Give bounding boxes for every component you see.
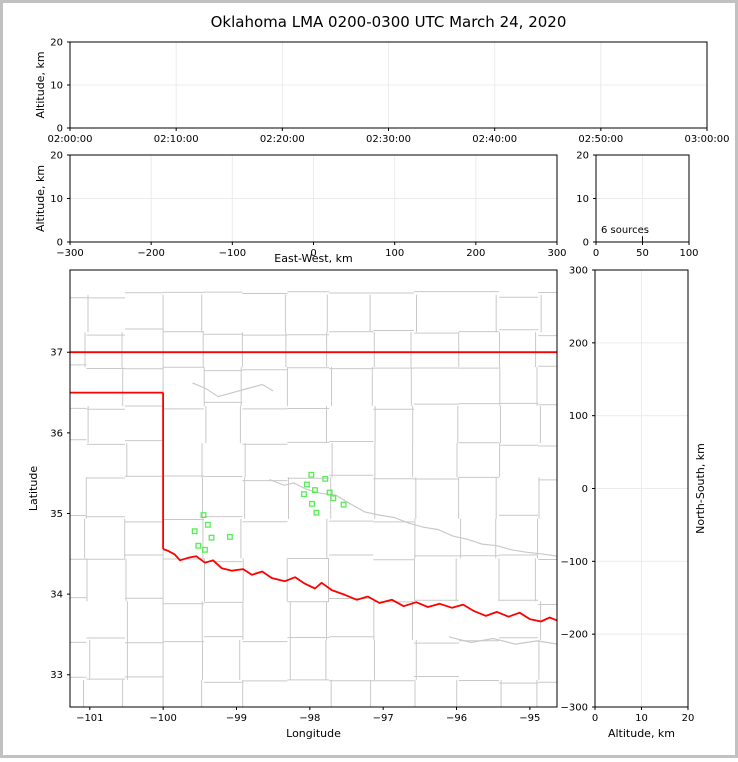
x-tick-label: −96 bbox=[446, 713, 467, 724]
station-marker bbox=[340, 501, 347, 508]
x-tick-label: 100 bbox=[385, 248, 404, 259]
x-tick-label: −99 bbox=[226, 713, 247, 724]
x-tick-label: 02:10:00 bbox=[154, 134, 199, 145]
x-tick-label: 20 bbox=[682, 713, 695, 724]
x-tick-label: 02:40:00 bbox=[472, 134, 517, 145]
station-marker bbox=[208, 534, 215, 541]
station-marker bbox=[330, 495, 337, 502]
y-axis-label: Latitude bbox=[27, 466, 40, 512]
y-axis-label: Altitude, km bbox=[34, 165, 47, 232]
panel-plan_view_map: −101 −100 −99 −98 −97 −96 −95 33 34 35 36 37 Latitud… bbox=[27, 269, 558, 740]
station-marker bbox=[312, 487, 318, 494]
x-tick-label: 0 bbox=[593, 248, 599, 259]
y-tick-label: 10 bbox=[50, 194, 63, 205]
y-tick-label: 20 bbox=[50, 151, 63, 162]
x-tick-label: 03:00:00 bbox=[685, 134, 730, 145]
x-tick-label: 02:00:00 bbox=[48, 134, 93, 145]
x-tick-label: 300 bbox=[547, 248, 566, 259]
x-tick-label: −100 bbox=[149, 713, 176, 724]
river-line bbox=[269, 479, 557, 557]
y-tick-label: 10 bbox=[50, 81, 63, 92]
station-marker bbox=[303, 481, 310, 488]
y-tick-label: 34 bbox=[50, 590, 63, 601]
county-boundaries bbox=[70, 291, 557, 707]
panel-altitude_histogram: 6 sources 0 50 100 0 10 20 bbox=[576, 151, 698, 260]
y-tick-label: 200 bbox=[569, 338, 588, 349]
station-marker bbox=[226, 533, 233, 540]
x-tick-label: −101 bbox=[76, 713, 103, 724]
station-marker bbox=[309, 500, 315, 507]
x-tick-label: −200 bbox=[137, 248, 164, 259]
x-tick-label: −97 bbox=[373, 713, 394, 724]
y-tick-label: 0 bbox=[57, 124, 63, 135]
y-tick-label: 35 bbox=[50, 509, 63, 520]
x-tick-label: 0 bbox=[310, 248, 316, 259]
station-marker bbox=[313, 509, 320, 516]
station-marker bbox=[195, 542, 202, 549]
x-tick-label: 100 bbox=[679, 248, 698, 259]
x-tick-label: 0 bbox=[592, 713, 598, 724]
station-marker bbox=[204, 521, 211, 528]
station-marker bbox=[308, 471, 315, 478]
x-tick-label: 200 bbox=[466, 248, 485, 259]
river-line bbox=[192, 382, 274, 398]
y-axis-label: North-South, km bbox=[694, 443, 707, 534]
station-marker bbox=[301, 491, 307, 498]
map-content bbox=[70, 291, 557, 707]
y-tick-label: 0 bbox=[57, 238, 63, 249]
y-tick-label: 37 bbox=[50, 348, 63, 359]
y-tick-label: 20 bbox=[576, 151, 589, 162]
y-tick-label: 20 bbox=[50, 38, 63, 49]
station-marker bbox=[191, 528, 198, 535]
x-axis-label: East-West, km bbox=[274, 252, 352, 265]
river-line bbox=[449, 636, 557, 645]
x-tick-label: −100 bbox=[219, 248, 246, 259]
x-tick-label: −300 bbox=[56, 248, 83, 259]
station-marker bbox=[202, 546, 208, 553]
y-tick-label: 10 bbox=[576, 194, 589, 205]
y-tick-label: −200 bbox=[561, 630, 588, 641]
x-axis-label: Longitude bbox=[286, 727, 341, 740]
x-tick-label: −98 bbox=[299, 713, 320, 724]
x-tick-label: −95 bbox=[519, 713, 540, 724]
y-tick-label: 36 bbox=[50, 428, 63, 439]
y-tick-label: 100 bbox=[569, 411, 588, 422]
y-axis-label: Altitude, km bbox=[34, 51, 47, 118]
panel-time_altitude: 02:00:00 02:10:00 02:20:00 02:30:00 02:40:00… bbox=[34, 38, 729, 146]
station-marker bbox=[200, 512, 207, 519]
y-tick-label: −300 bbox=[561, 703, 588, 714]
sources-annotation: 6 sources bbox=[601, 225, 649, 236]
panel-northsouth_altitude: 0 10 20 −300 −200 −100 0 100 200 300 North-South, … bbox=[561, 266, 707, 741]
x-tick-label: 02:20:00 bbox=[260, 134, 305, 145]
y-tick-label: 0 bbox=[583, 238, 589, 249]
figure-title: Oklahoma LMA 0200-0300 UTC March 24, 202… bbox=[211, 13, 567, 31]
y-tick-label: 300 bbox=[569, 266, 588, 277]
x-axis-label: Altitude, km bbox=[608, 727, 675, 740]
y-tick-label: 33 bbox=[50, 670, 63, 681]
y-tick-label: 0 bbox=[582, 484, 588, 495]
x-tick-label: 02:30:00 bbox=[366, 134, 411, 145]
state-border-line bbox=[162, 548, 557, 623]
station-marker bbox=[326, 489, 333, 496]
panel-border bbox=[69, 269, 558, 708]
x-tick-label: 02:50:00 bbox=[578, 134, 623, 145]
y-tick-label: −100 bbox=[561, 557, 588, 568]
x-tick-label: 50 bbox=[636, 248, 649, 259]
x-tick-label: 10 bbox=[635, 713, 648, 724]
station-marker bbox=[322, 475, 329, 482]
